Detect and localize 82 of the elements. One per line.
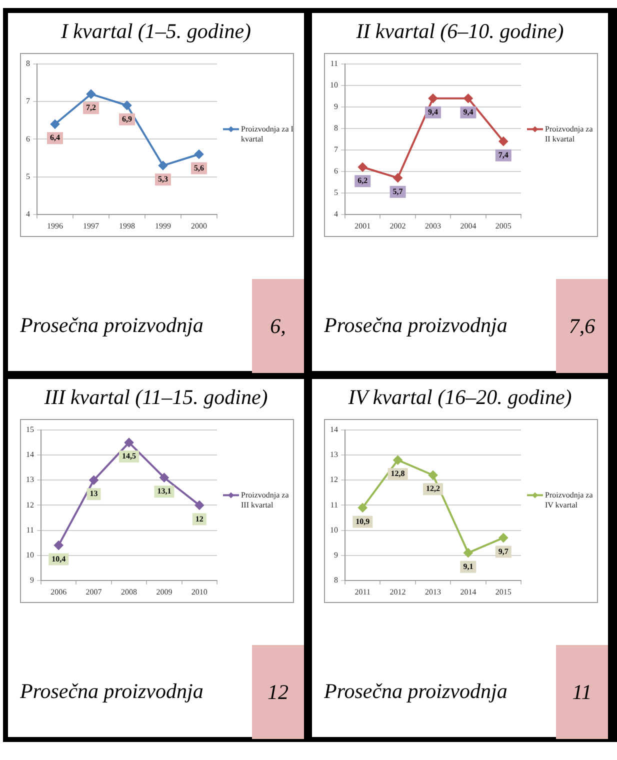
text: 11 <box>556 645 608 739</box>
text: 7,6 <box>556 279 608 373</box>
y-tick-label: 7 <box>26 96 30 106</box>
y-tick-label: 10 <box>330 525 338 534</box>
y-tick-label: 11 <box>330 500 338 510</box>
y-tick-label: 14 <box>26 450 34 460</box>
text: 6, <box>252 279 304 373</box>
text: Prosečna proizvodnja <box>324 313 508 338</box>
data-label: 10,4 <box>52 554 66 564</box>
data-label: 9,7 <box>498 546 508 556</box>
y-tick-label: 5 <box>334 188 338 198</box>
data-label: 12 <box>195 514 204 524</box>
data-label: 6,4 <box>50 133 60 142</box>
y-tick-label: 11 <box>330 59 338 68</box>
x-tick-label: 2003 <box>425 221 441 230</box>
legend-label: Proizvodnja za IV kvartal <box>545 490 594 510</box>
y-tick-label: 8 <box>26 59 30 68</box>
data-label: 9,4 <box>428 107 438 116</box>
y-tick-label: 10 <box>330 80 338 90</box>
x-tick-label: 2008 <box>121 587 137 596</box>
y-tick-label: 6 <box>334 166 338 176</box>
x-tick-label: 1996 <box>47 221 63 230</box>
legend-label: Proizvodnja za III kvartal <box>241 490 290 510</box>
data-label: 9,1 <box>463 562 474 571</box>
x-tick-label: 2001 <box>354 221 371 230</box>
text: Prosečna proizvodnja <box>20 313 204 338</box>
x-tick-label: 1997 <box>83 221 99 230</box>
data-label: 5,7 <box>392 186 403 196</box>
x-tick-label: 2015 <box>495 587 512 596</box>
data-label: 13 <box>90 489 98 498</box>
y-tick-label: 15 <box>26 425 34 434</box>
x-tick-label: 2000 <box>191 221 207 230</box>
x-tick-label: 1998 <box>119 221 135 230</box>
chart-title: IV kvartal (16–20. godine) <box>347 385 573 410</box>
y-tick-label: 9 <box>30 575 34 584</box>
chart-title: I kvartal (1–5. godine) <box>60 19 252 44</box>
x-tick-label: 2013 <box>425 587 441 596</box>
y-tick-label: 7 <box>334 145 338 154</box>
data-label: 5,3 <box>158 174 168 184</box>
x-tick-label: 2006 <box>50 587 67 596</box>
text: Prosečna proizvodnja <box>20 679 204 704</box>
y-tick-label: 5 <box>26 172 30 181</box>
data-label: 7,4 <box>498 150 508 160</box>
chart-title: III kvartal (11–15. godine) <box>43 385 269 410</box>
data-label: 14,5 <box>122 452 136 461</box>
chart-title: II kvartal (6–10. godine) <box>355 19 565 44</box>
data-label: 10,9 <box>356 516 370 526</box>
y-tick-label: 13 <box>26 475 34 484</box>
data-label: 12,8 <box>390 469 405 478</box>
data-label: 12,2 <box>426 484 440 494</box>
legend-label: Proizvodnja za II kvartal <box>545 124 594 144</box>
y-tick-label: 6 <box>26 134 30 144</box>
x-tick-label: 2009 <box>156 587 172 596</box>
data-label: 7,2 <box>86 103 96 112</box>
data-label: 6,2 <box>358 176 368 186</box>
x-tick-label: 2007 <box>86 587 102 596</box>
x-tick-label: 2004 <box>460 221 476 230</box>
data-label: 9,4 <box>463 107 474 116</box>
x-tick-label: 2010 <box>191 587 208 596</box>
y-tick-label: 9 <box>334 550 338 560</box>
x-tick-label: 2011 <box>354 587 370 596</box>
y-tick-label: 4 <box>334 209 338 218</box>
data-label: 6,9 <box>122 114 132 124</box>
y-tick-label: 13 <box>330 450 338 460</box>
x-tick-label: 1999 <box>155 221 171 230</box>
y-tick-label: 4 <box>26 209 30 218</box>
y-tick-label: 12 <box>330 475 338 484</box>
x-tick-label: 2002 <box>390 221 406 230</box>
y-tick-label: 9 <box>334 102 338 112</box>
legend-label: Proizvodnja za I kvartal <box>241 124 294 144</box>
data-label: 13,1 <box>157 486 172 496</box>
y-tick-label: 8 <box>334 124 338 133</box>
x-tick-label: 2014 <box>460 587 476 596</box>
y-tick-label: 12 <box>26 500 34 510</box>
x-tick-label: 2012 <box>390 587 406 596</box>
y-tick-label: 14 <box>330 425 338 434</box>
y-tick-label: 11 <box>26 525 34 534</box>
y-tick-label: 8 <box>334 575 338 584</box>
x-tick-label: 2005 <box>495 221 512 230</box>
data-label: 5,6 <box>194 163 204 172</box>
text: Prosečna proizvodnja <box>324 679 508 704</box>
y-tick-label: 10 <box>26 550 34 560</box>
